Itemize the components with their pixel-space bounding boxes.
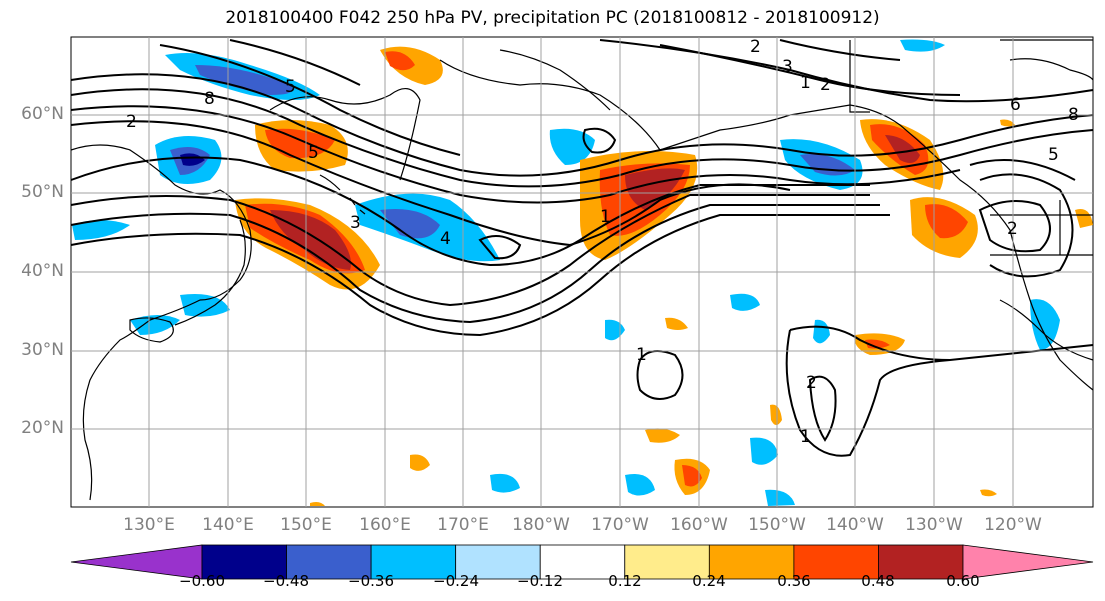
contour-label: 1 xyxy=(800,73,811,93)
contour-label: 1 xyxy=(600,207,611,227)
lat-label: 50°N xyxy=(21,182,64,202)
contour-label: 5 xyxy=(308,143,319,163)
colorbar-tick-label: 0.60 xyxy=(946,572,980,590)
colorbar-tick-label: 0.24 xyxy=(692,572,726,590)
contour-label: 8 xyxy=(1068,105,1079,125)
lat-label: 30°N xyxy=(21,340,64,360)
contour-label: 4 xyxy=(440,229,451,249)
contour-label: 2 xyxy=(1007,219,1018,239)
lat-label: 60°N xyxy=(21,104,64,124)
colorbar-tick-label: −0.36 xyxy=(348,572,394,590)
contour-label: 3 xyxy=(350,213,361,233)
colorbar-bin xyxy=(708,544,795,580)
colorbar-tick-label: 0.12 xyxy=(608,572,642,590)
colorbar-bin xyxy=(286,544,372,580)
colorbar-tick-label: −0.48 xyxy=(263,572,309,590)
lon-label: 170°W xyxy=(591,515,649,535)
contour-label: 1 xyxy=(636,345,647,365)
lat-label: 40°N xyxy=(21,261,64,281)
lon-label: 170°E xyxy=(437,515,489,535)
contour-label: 5 xyxy=(285,77,296,97)
contour-label: 2 xyxy=(126,112,137,132)
lat-label: 20°N xyxy=(21,418,64,438)
colorbar-tick-label: −0.12 xyxy=(517,572,563,590)
lon-label: 130°E xyxy=(123,515,175,535)
colorbar xyxy=(70,544,1094,580)
contour-label: 8 xyxy=(204,89,215,109)
colorbar-bin xyxy=(878,544,964,580)
contour-label: 2 xyxy=(750,37,761,57)
lon-label: 130°W xyxy=(905,515,963,535)
lon-label: 150°W xyxy=(748,515,806,535)
lon-label: 150°E xyxy=(280,515,332,535)
colorbar-tick-label: 0.48 xyxy=(861,572,895,590)
contour-label: 6 xyxy=(1010,95,1021,115)
contour-label-group: 2 8 5 3 4 1 2 5 6 8 1 2 1 2 5 3 1 2 xyxy=(126,37,1079,447)
contour-label: 2 xyxy=(820,75,831,95)
colorbar-bin xyxy=(455,544,541,580)
contour-label: 5 xyxy=(1048,145,1059,165)
lon-label: 160°W xyxy=(670,515,728,535)
colorbar-tick-label: 0.36 xyxy=(777,572,811,590)
contour-label: 2 xyxy=(806,373,817,393)
lon-label: 160°E xyxy=(359,515,411,535)
colorbar-tick-label: −0.60 xyxy=(179,572,225,590)
colorbar-extend-max xyxy=(962,544,1094,580)
map-title: 2018100400 F042 250 hPa PV, precipitatio… xyxy=(225,8,880,28)
colorbar-bin xyxy=(539,544,626,580)
lon-label: 140°E xyxy=(202,515,254,535)
contour-label: 3 xyxy=(782,57,793,77)
lon-label: 180°W xyxy=(512,515,570,535)
contour-label: 1 xyxy=(800,427,811,447)
coastlines xyxy=(70,39,1094,501)
graticule xyxy=(71,37,1093,507)
colorbar-tick-label: −0.24 xyxy=(433,572,479,590)
lon-label: 120°W xyxy=(984,515,1042,535)
lon-label: 140°W xyxy=(826,515,884,535)
colorbar-bin xyxy=(201,544,287,580)
colorbar-bin xyxy=(624,544,710,580)
